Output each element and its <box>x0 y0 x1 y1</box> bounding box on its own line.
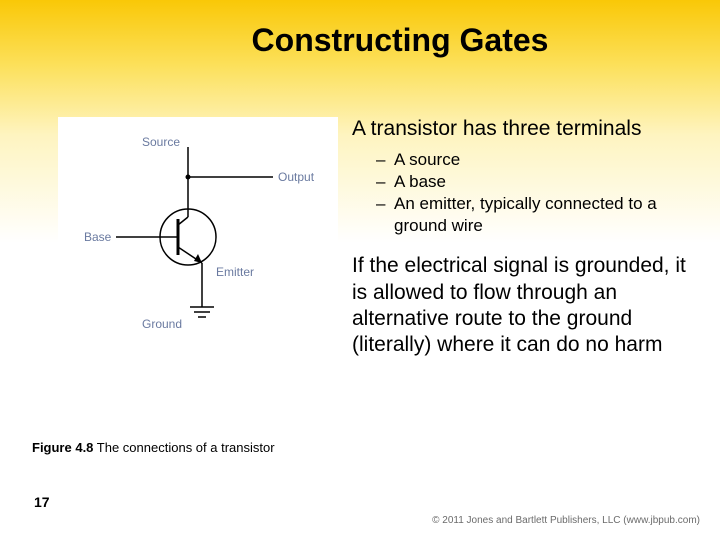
figure-number: Figure 4.8 <box>32 440 93 455</box>
figure-caption-text: The connections of a transistor <box>93 440 274 455</box>
label-emitter: Emitter <box>216 265 254 279</box>
transistor-diagram: Source Output Base Emitter Ground <box>58 117 338 352</box>
bullet-item: A source <box>376 149 700 171</box>
bullet-item: An emitter, typically connected to a gro… <box>376 193 700 237</box>
intro-text: A transistor has three terminals <box>352 117 700 141</box>
figure-caption: Figure 4.8 The connections of a transist… <box>32 440 275 455</box>
label-base: Base <box>84 230 111 244</box>
bullet-item: A base <box>376 171 700 193</box>
page-number: 17 <box>34 494 50 510</box>
label-source: Source <box>142 135 180 149</box>
label-output: Output <box>278 170 314 184</box>
slide-title: Constructing Gates <box>0 0 720 59</box>
content-row: Source Output Base Emitter Ground A tran… <box>0 117 720 358</box>
label-ground: Ground <box>142 317 182 331</box>
copyright-text: © 2011 Jones and Bartlett Publishers, LL… <box>432 515 700 526</box>
bullet-list: A source A base An emitter, typically co… <box>352 149 700 237</box>
text-column: A transistor has three terminals A sourc… <box>338 117 700 358</box>
body-paragraph: If the electrical signal is grounded, it… <box>352 253 700 358</box>
